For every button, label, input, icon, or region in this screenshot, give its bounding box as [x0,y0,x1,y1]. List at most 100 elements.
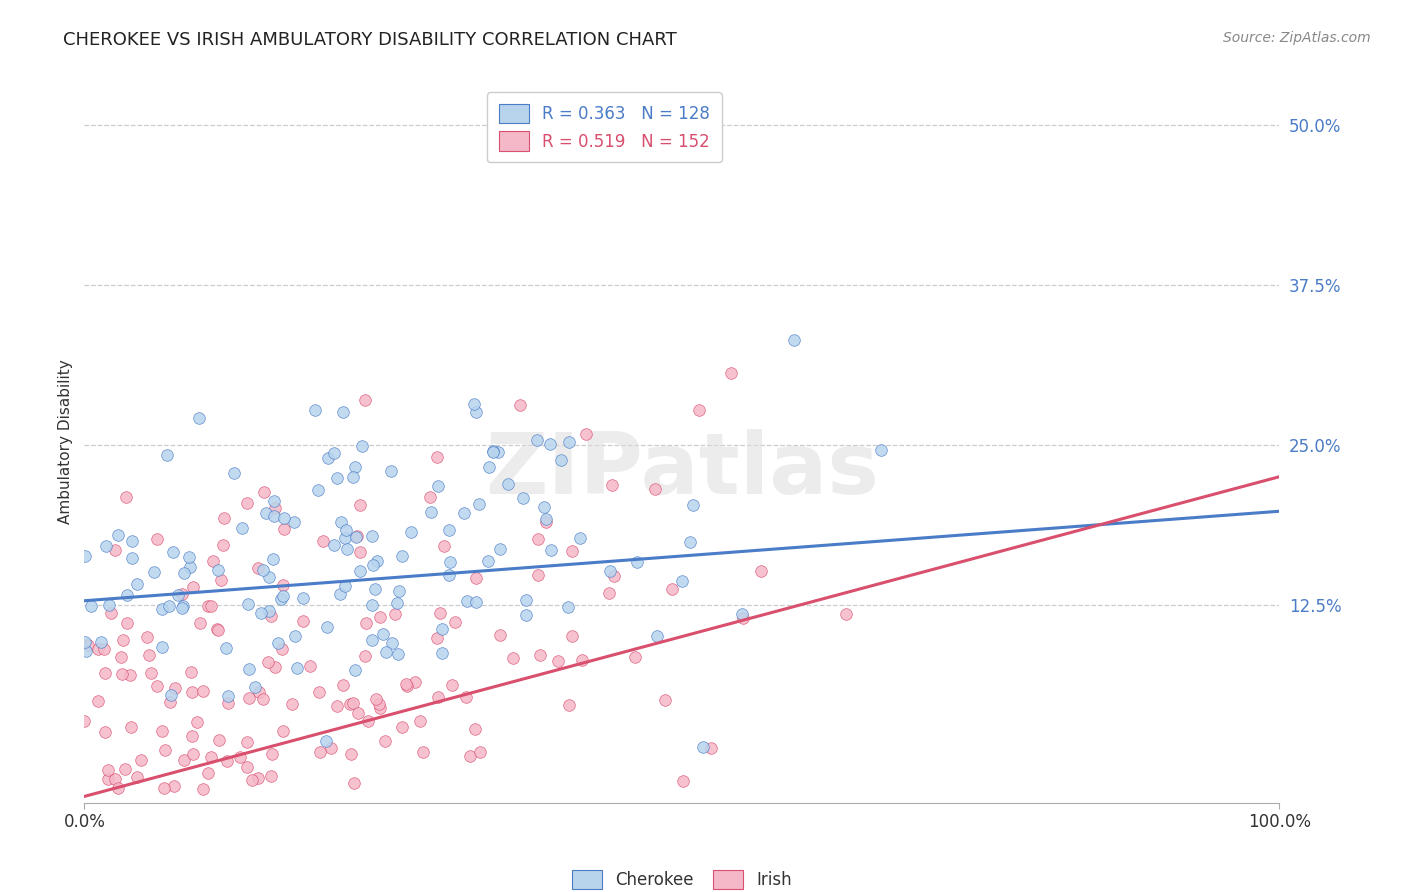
Point [200,599,222,614]
Point [336,541,359,556]
Point [361,529,384,543]
Point [238,662,260,676]
Point [430,646,453,660]
Point [458,749,481,764]
Point [478,459,501,474]
Point [533,500,555,515]
Point [111,667,134,681]
Point [404,674,426,689]
Point [374,734,396,748]
Point [349,498,371,512]
Point [547,654,569,668]
Point [165,681,187,695]
Point [374,645,396,659]
Point [349,564,371,578]
Point [308,685,330,699]
Point [250,607,273,621]
Point [253,485,276,500]
Point [307,483,329,497]
Point [870,442,893,457]
Point [387,647,409,661]
Point [692,740,714,755]
Point [343,776,366,790]
Point [243,680,266,694]
Point [299,658,322,673]
Point [529,648,551,662]
Point [624,650,647,665]
Point [197,599,219,613]
Point [187,410,209,425]
Text: ZIPatlas: ZIPatlas [485,429,879,512]
Point [468,745,491,759]
Point [112,632,135,647]
Point [252,692,274,706]
Point [645,630,668,644]
Point [94,666,117,681]
Point [426,450,449,464]
Point [598,585,620,599]
Point [464,722,486,736]
Point [87,694,110,708]
Point [200,750,222,764]
Point [679,535,702,549]
Point [488,541,510,556]
Point [170,587,193,601]
Point [626,556,648,570]
Point [212,511,235,525]
Point [550,452,572,467]
Point [329,516,352,530]
Point [145,533,167,547]
Point [354,615,377,630]
Point [344,530,367,544]
Point [720,366,742,380]
Point [350,439,373,453]
Point [156,448,179,462]
Point [205,622,228,636]
Point [419,490,441,504]
Point [688,402,710,417]
Point [426,479,449,493]
Point [215,640,238,655]
Point [87,642,110,657]
Point [271,642,294,657]
Point [79,599,101,613]
Point [644,482,666,496]
Point [409,714,432,728]
Point [121,533,143,548]
Point [347,706,370,721]
Point [89,635,111,649]
Point [354,392,377,407]
Point [208,733,231,747]
Point [482,445,505,459]
Point [188,615,211,630]
Point [489,627,512,641]
Point [179,550,201,565]
Point [249,684,271,698]
Point [749,565,772,579]
Point [98,598,121,612]
Point [263,493,285,508]
Point [231,521,253,535]
Point [262,747,284,761]
Point [172,599,194,613]
Point [437,524,460,538]
Point [238,691,260,706]
Point [157,599,180,613]
Point [440,677,463,691]
Point [360,632,382,647]
Point [291,591,314,605]
Point [433,539,456,553]
Point [97,763,120,777]
Point [273,578,295,592]
Point [191,781,214,796]
Point [162,780,184,794]
Point [360,598,382,612]
Point [76,638,98,652]
Point [335,523,357,537]
Point [558,435,581,450]
Point [326,470,349,484]
Point [672,774,695,789]
Point [259,768,281,782]
Point [419,505,441,519]
Point [260,609,283,624]
